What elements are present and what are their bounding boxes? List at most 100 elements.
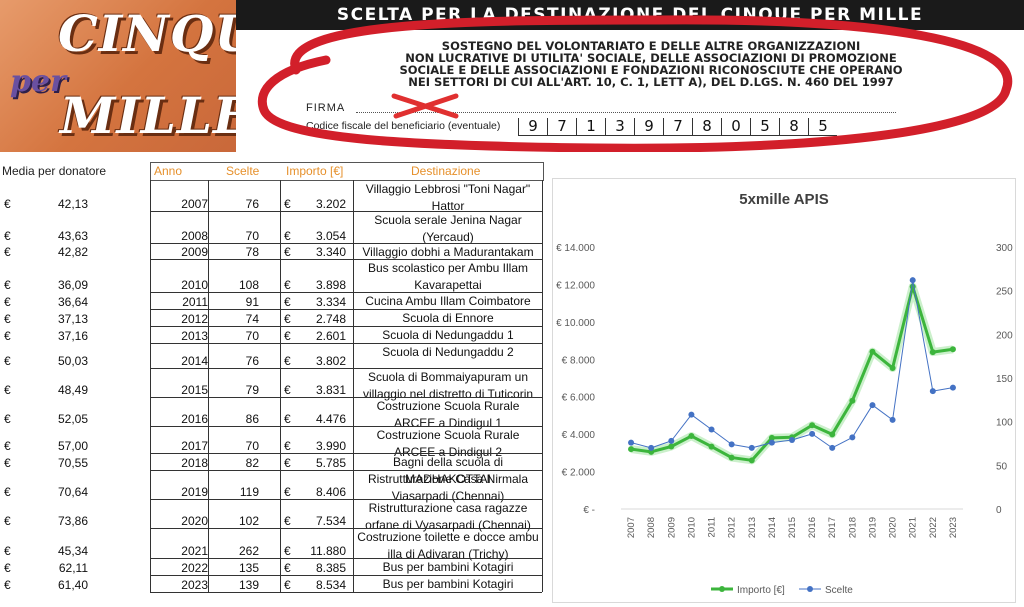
cf-digit: 8 — [692, 118, 721, 136]
scelte-value: 78 — [245, 245, 259, 259]
y-left-tick-label: € 8.000 — [562, 355, 596, 366]
importo-value: 11.880 — [310, 544, 346, 558]
scelte-point — [628, 439, 635, 446]
importo-point — [809, 422, 816, 429]
importo-point — [708, 443, 715, 450]
column-divider — [353, 180, 354, 592]
cf-digit: 9 — [634, 118, 663, 136]
currency-symbol: € — [284, 561, 291, 575]
header-destinazione: Destinazione — [411, 164, 481, 178]
importo-point — [668, 443, 675, 450]
table-row: €37,13 2012 74 €2.748 Scuola di Ennore — [0, 309, 545, 326]
anno-value: 2011 — [182, 295, 208, 309]
scelte-value: 108 — [238, 278, 259, 292]
anno-value: 2018 — [181, 456, 208, 470]
scelte-value: 82 — [245, 456, 259, 470]
importo-series-glow — [630, 282, 954, 465]
media-value: 42,13 — [57, 197, 88, 211]
legend-scelte-label: Scelte — [825, 585, 853, 596]
form-description-line: SOCIALE E DELLE ASSOCIAZIONI E FONDAZION… — [399, 63, 903, 77]
table-header: Anno Scelte Importo [€] Destinazione — [150, 162, 544, 181]
anno-value: 2021 — [181, 544, 208, 558]
scelte-point — [869, 402, 876, 409]
legend-importo-marker — [719, 586, 725, 592]
media-value: 62,11 — [58, 561, 88, 575]
media-value: 43,63 — [57, 229, 88, 243]
importo-value: 3.990 — [315, 439, 346, 453]
x-tick-label: 2023 — [948, 517, 959, 538]
red-x-mark-icon — [391, 93, 459, 119]
importo-point — [869, 348, 876, 355]
scelte-point — [789, 437, 795, 444]
header-anno: Anno — [154, 164, 183, 178]
x-tick-label: 2016 — [807, 517, 818, 538]
scelte-point — [648, 444, 655, 451]
scelte-point — [849, 434, 856, 441]
currency-symbol: € — [4, 456, 11, 470]
codice-fiscale-label: Codice fiscale del beneficiario (eventua… — [306, 120, 501, 132]
x-tick-label: 2020 — [888, 517, 899, 538]
anno-value: 2015 — [181, 383, 208, 397]
importo-point — [909, 283, 916, 290]
tax-form-box: SCELTA PER LA DESTINAZIONE DEL CINQUE PE… — [236, 0, 1024, 152]
currency-symbol: € — [4, 295, 11, 309]
importo-value: 3.334 — [315, 295, 346, 309]
currency-symbol: € — [4, 514, 11, 528]
scelte-value: 262 — [238, 544, 259, 558]
currency-symbol: € — [4, 412, 11, 426]
destinazione-value: Villaggio dobhi a Madurantakam — [362, 245, 534, 259]
scelte-point — [909, 277, 916, 284]
column-divider — [208, 180, 209, 592]
scelte-point — [809, 430, 816, 437]
destinazione-value: Bus per bambini Kotagiri — [382, 577, 514, 591]
row-divider — [150, 453, 542, 454]
row-divider — [150, 309, 542, 310]
row-divider — [150, 259, 542, 260]
header-importo: Importo [€] — [286, 164, 344, 178]
table-row: €50,03 2014 76 €3.802 Scuola di Nedungaddu 2 — [0, 343, 545, 368]
media-value: 48,49 — [57, 383, 88, 397]
currency-symbol: € — [284, 245, 291, 259]
y-left-tick-label: € 12.000 — [556, 280, 595, 291]
destinazione-value: Villaggio Lebbrosi "Toni Nagar" Hattor — [365, 182, 531, 213]
table-row: €70,64 2019 119 €8.406 Ristrutturazione Casa… — [0, 470, 545, 503]
currency-symbol: € — [284, 578, 291, 592]
cf-digit: 1 — [576, 118, 605, 136]
currency-symbol: € — [284, 354, 291, 368]
anno-value: 2007 — [181, 197, 208, 211]
form-description: SOSTEGNO DEL VOLONTARIATO E DELLE ALTRE … — [296, 40, 1006, 88]
currency-symbol: € — [284, 278, 291, 292]
cf-digit: 0 — [721, 118, 750, 136]
legend-importo-label: Importo [€] — [737, 585, 785, 596]
x-tick-label: 2011 — [707, 517, 718, 537]
currency-symbol: € — [4, 229, 11, 243]
scelte-point — [728, 441, 735, 448]
row-divider — [150, 575, 542, 576]
importo-point — [768, 434, 775, 441]
row-divider — [150, 499, 542, 500]
y-left-tick-label: € 10.000 — [556, 318, 595, 329]
anno-value: 2009 — [181, 245, 208, 259]
currency-symbol: € — [4, 578, 11, 592]
currency-symbol: € — [284, 514, 291, 528]
legend-scelte-marker — [807, 586, 813, 592]
table-row: €57,00 2017 70 €3.990 Costruzione Scuola Rur… — [0, 426, 545, 459]
scelte-value: 119 — [239, 485, 259, 499]
cf-digit: 8 — [779, 118, 808, 136]
importo-value: 3.898 — [315, 278, 346, 292]
x-tick-label: 2018 — [847, 517, 858, 538]
x-tick-label: 2009 — [666, 517, 677, 538]
destinazione-value: Costruzione toilette e docce ambu illa d… — [357, 530, 539, 561]
scelte-value: 74 — [245, 312, 259, 326]
importo-value: 3.340 — [315, 245, 346, 259]
logo-text-mille: MILLE — [60, 86, 236, 145]
anno-value: 2023 — [181, 578, 208, 592]
table-row: €73,86 2020 102 €7.534 Ristrutturazione casa… — [0, 499, 545, 532]
cf-digit: 5 — [808, 118, 837, 136]
currency-symbol: € — [284, 456, 291, 470]
row-divider — [150, 558, 542, 559]
y-right-tick-label: 250 — [996, 287, 1013, 298]
currency-symbol: € — [284, 544, 291, 558]
row-divider — [150, 470, 542, 471]
table-row: €52,05 2016 86 €4.476 Costruzione Scuola Rur… — [0, 397, 545, 430]
